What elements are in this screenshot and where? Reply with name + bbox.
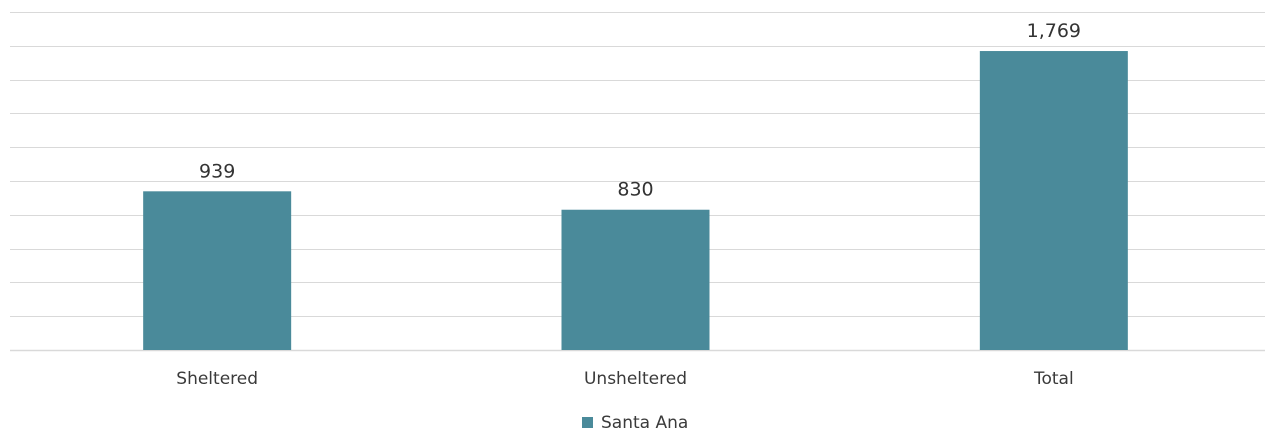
data-label-sheltered: 939 — [199, 160, 235, 182]
bars — [143, 51, 1128, 350]
data-label-unsheltered: 830 — [617, 179, 653, 201]
bar-sheltered — [143, 191, 292, 350]
legend-label-santa-ana: Santa Ana — [601, 413, 688, 433]
category-label-total: Total — [1033, 369, 1074, 389]
category-label-unsheltered: Unsheltered — [584, 369, 687, 389]
data-label-total: 1,769 — [1027, 20, 1081, 42]
legend: Santa Ana — [582, 413, 688, 433]
bar-total — [979, 51, 1128, 350]
legend-swatch-santa-ana — [582, 417, 593, 428]
bar-unsheltered — [561, 209, 710, 350]
category-labels: Sheltered Unsheltered Total — [176, 369, 1073, 389]
data-labels: 939 830 1,769 — [199, 20, 1081, 201]
category-label-sheltered: Sheltered — [176, 369, 258, 389]
